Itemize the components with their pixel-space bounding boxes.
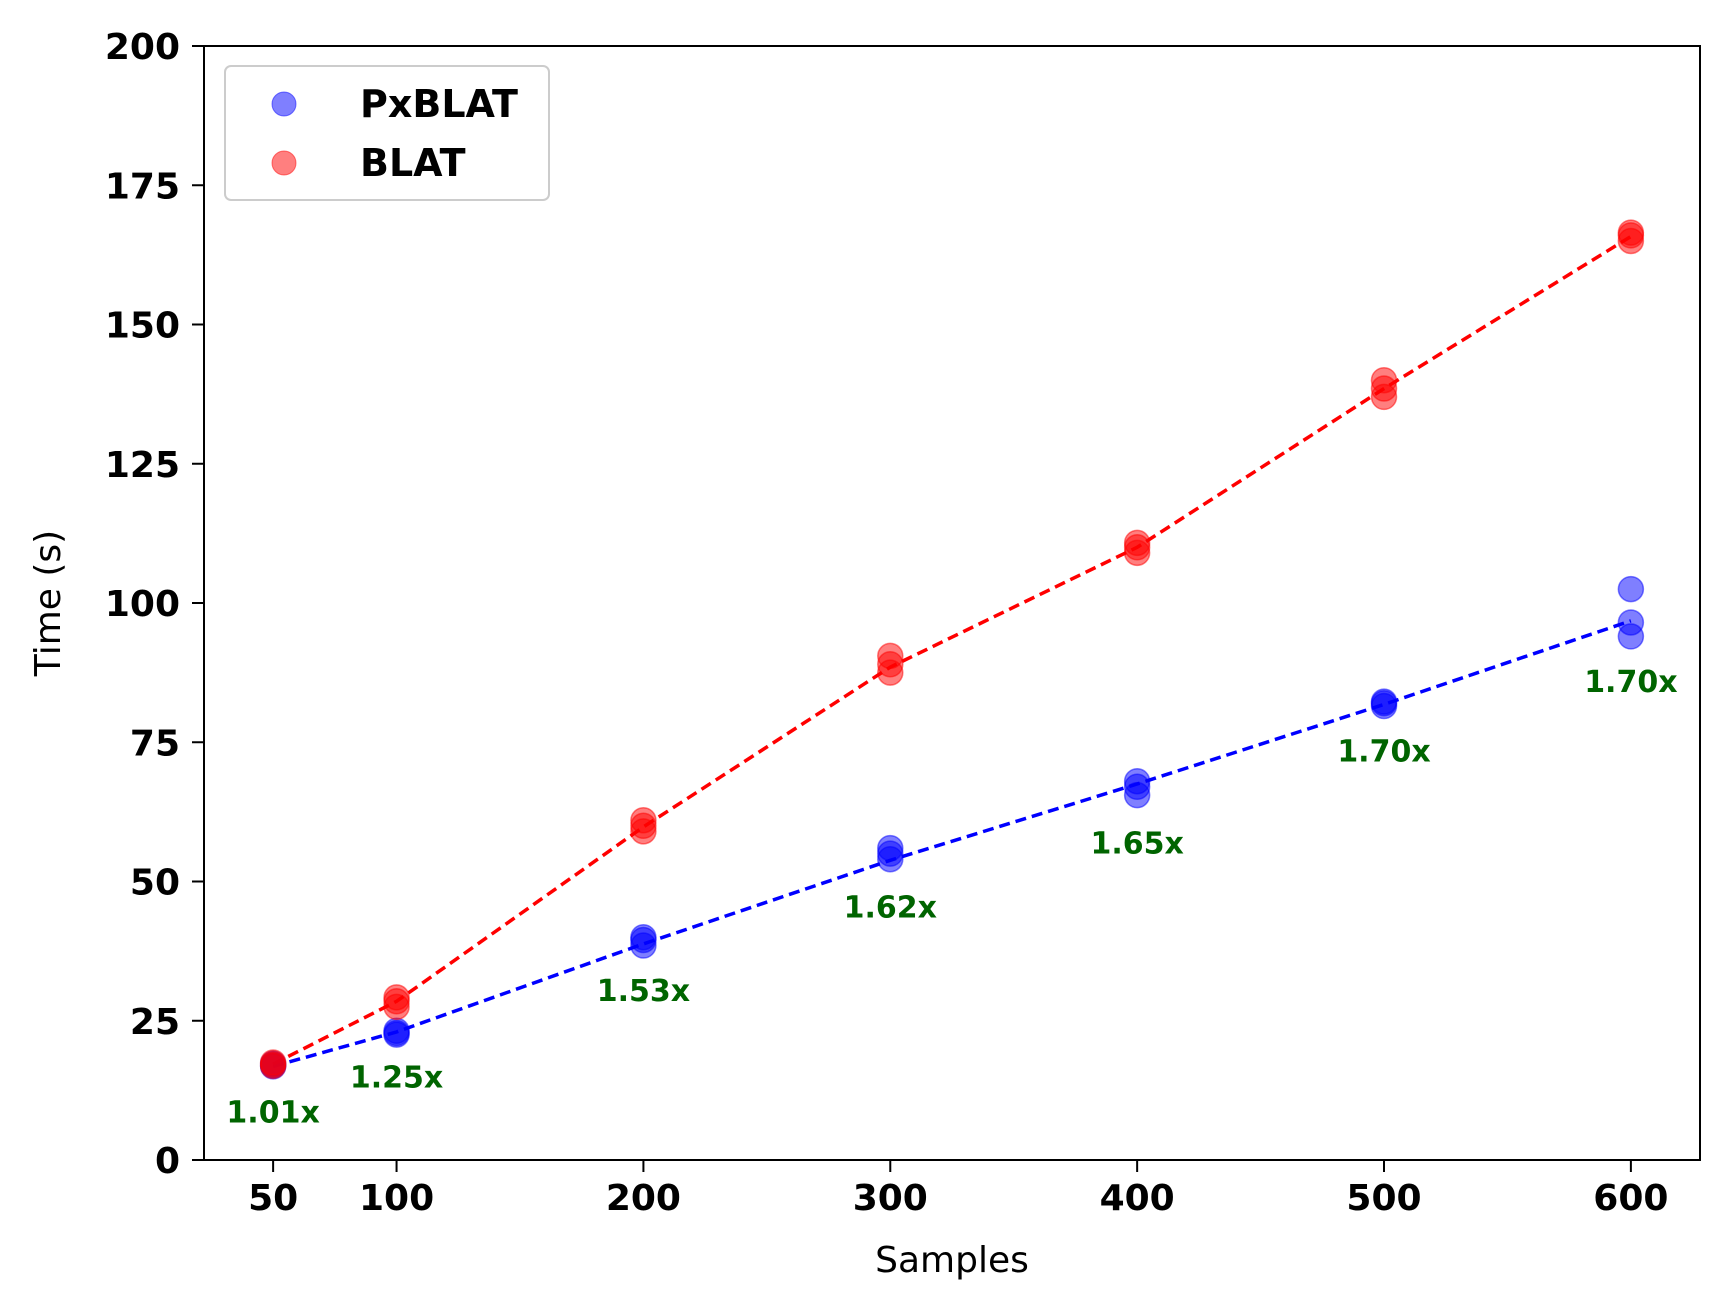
speedup-label: 1.65x (1090, 827, 1183, 862)
data-point-pxblat (630, 923, 657, 951)
speedup-label: 1.25x (350, 1061, 443, 1096)
x-tick-label: 500 (1346, 1178, 1421, 1219)
data-point-blat (1123, 529, 1151, 557)
y-tick-label: 150 (105, 306, 180, 347)
y-tick-label: 0 (155, 1141, 180, 1182)
speedup-label: 1.70x (1584, 665, 1677, 700)
y-tick-label: 100 (105, 584, 180, 625)
data-points (259, 219, 1645, 1080)
speedup-label: 1.70x (1337, 735, 1430, 770)
data-point-blat (1617, 219, 1645, 246)
data-point-pxblat (1617, 575, 1645, 603)
data-point-pxblat (1370, 688, 1398, 715)
data-point-blat (1370, 366, 1398, 394)
speedup-annotations: 1.01x 1.25x 1.53x 1.62x 1.65x 1.70x 1.70x (226, 665, 1677, 1131)
y-axis-ticks: 0 25 50 75 100 125 150 175 200 (105, 27, 204, 1182)
data-point-pxblat (383, 1019, 410, 1047)
x-tick-label: 200 (606, 1178, 681, 1219)
data-point-pxblat (1123, 767, 1151, 795)
speedup-label: 1.01x (226, 1096, 319, 1131)
y-tick-label: 50 (130, 863, 180, 904)
data-point-blat (383, 984, 410, 1011)
legend-label-blat: BLAT (360, 141, 466, 185)
y-tick-label: 175 (105, 166, 180, 207)
data-point-pxblat (1617, 609, 1645, 636)
legend-marker-pxblat (271, 91, 297, 117)
legend-marker-blat (271, 150, 297, 176)
x-axis-title: Samples (875, 1240, 1029, 1281)
y-tick-label: 200 (105, 27, 180, 68)
data-point-blat (877, 642, 904, 670)
x-tick-label: 100 (359, 1178, 434, 1219)
x-axis-ticks: 50 100 200 300 400 500 600 (248, 1160, 1668, 1219)
x-tick-label: 50 (248, 1178, 298, 1219)
data-point-blat (630, 806, 657, 834)
y-tick-label: 125 (105, 445, 180, 486)
legend-box (224, 65, 550, 201)
data-point-blat (259, 1052, 287, 1080)
legend: PxBLAT BLAT (224, 65, 550, 201)
speedup-label: 1.62x (844, 891, 937, 926)
legend-label-pxblat: PxBLAT (360, 82, 518, 126)
y-tick-label: 25 (130, 1002, 180, 1043)
y-tick-label: 75 (130, 723, 180, 764)
x-tick-label: 600 (1593, 1178, 1668, 1219)
x-tick-label: 400 (1100, 1178, 1175, 1219)
y-axis-title: Time (s) (28, 530, 69, 677)
speedup-label: 1.53x (597, 974, 690, 1009)
data-point-pxblat (877, 834, 904, 862)
x-tick-label: 300 (853, 1178, 928, 1219)
